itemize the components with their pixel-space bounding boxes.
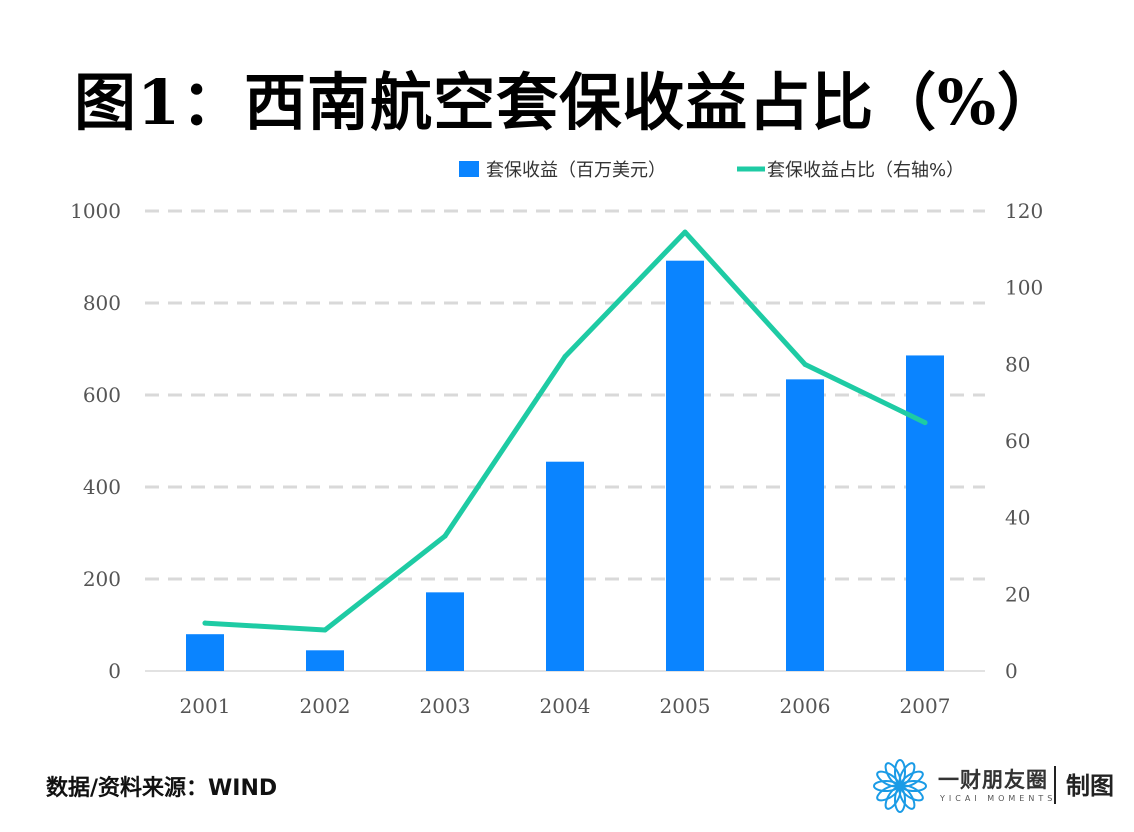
line-series [202, 229, 928, 633]
bar [426, 592, 464, 671]
brand-divider [1054, 766, 1056, 804]
bar [786, 379, 824, 671]
x-axis-tick-label: 2003 [420, 694, 471, 718]
right-axis-tick-label: 40 [1005, 506, 1030, 530]
left-axis-tick-label: 600 [83, 383, 121, 407]
bar-series [186, 260, 944, 671]
right-axis-tick-label: 80 [1005, 352, 1030, 376]
right-axis-tick-label: 0 [1005, 659, 1018, 683]
line-point [802, 361, 808, 367]
x-axis-tick-label: 2006 [780, 694, 831, 718]
right-axis-tick-label: 100 [1005, 276, 1043, 300]
bar [546, 461, 584, 671]
left-axis-tick-label: 800 [83, 291, 121, 315]
right-axis-tick-label: 120 [1005, 199, 1043, 223]
bar [906, 355, 944, 671]
brand-block: 一财朋友圈 YICAI MOMENTS 制图 [868, 756, 1128, 816]
line-point [562, 354, 568, 360]
x-axis-tick-label: 2001 [180, 694, 231, 718]
brand-english: YICAI MOMENTS [940, 794, 1057, 803]
source-note: 数据/资料来源：WIND [46, 776, 278, 801]
x-axis-tick-label: 2007 [900, 694, 951, 718]
left-axis-tick-label: 200 [83, 567, 121, 591]
axes: 0 200 400 600 800 1000 0 20 40 60 80 100 120 2001 2002… [70, 199, 1043, 718]
snowflake-flower-icon [873, 759, 927, 813]
line-point [442, 533, 448, 539]
bar [666, 260, 704, 671]
brand-made-label: 制图 [1066, 772, 1114, 800]
legend-bar-swatch [459, 161, 479, 177]
combo-chart: 0 200 400 600 800 1000 0 20 40 60 80 100 120 2001 2002… [70, 160, 1043, 718]
chart-title: 图1：西南航空套保收益占比（%） [73, 66, 1061, 139]
brand-name: 一财朋友圈 [938, 768, 1048, 792]
left-axis-tick-label: 400 [83, 475, 121, 499]
logo-center [895, 781, 905, 791]
left-axis-tick-label: 1000 [70, 199, 121, 223]
line-point [682, 229, 688, 235]
left-axis-tick-label: 0 [108, 659, 121, 683]
right-axis-tick-label: 60 [1005, 429, 1030, 453]
right-axis-tick-label: 20 [1005, 582, 1030, 606]
line-point [922, 420, 928, 426]
line-point [202, 620, 208, 626]
legend-bar-label: 套保收益（百万美元） [486, 160, 666, 181]
legend: 套保收益（百万美元） 套保收益占比（右轴%） [459, 160, 964, 181]
x-axis-tick-label: 2002 [300, 694, 351, 718]
x-axis-tick-label: 2005 [660, 694, 711, 718]
bar [306, 650, 344, 671]
x-axis-tick-label: 2004 [540, 694, 591, 718]
bar [186, 634, 224, 671]
legend-line-label: 套保收益占比（右轴%） [767, 160, 964, 181]
line-point [322, 627, 328, 633]
